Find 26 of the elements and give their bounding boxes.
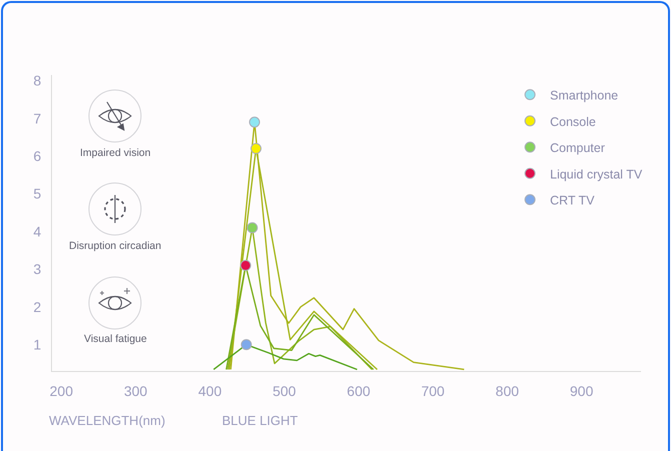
y-tick-label: 1 [33, 336, 42, 353]
y-tick-label: 2 [33, 298, 42, 315]
x-tick-label: 400 [198, 382, 222, 399]
legend-label: CRT TV [550, 194, 596, 208]
legend-label: Liquid crystal TV [550, 167, 643, 182]
annotation: Disruption circadian [69, 240, 162, 252]
y-tick-label: 7 [33, 110, 42, 126]
x-tick-label: 600 [346, 382, 370, 399]
annotation: Visual fatigue [84, 333, 148, 345]
text: BLUE LIGHT [222, 413, 298, 428]
y-tick-label: 3 [33, 261, 42, 278]
legend-label: Smartphone [550, 88, 618, 102]
legend-label: Console [550, 114, 596, 129]
y-tick-label: 5 [33, 186, 42, 202]
x-tick-label: 500 [272, 382, 296, 399]
x-tick-label: 800 [496, 382, 520, 399]
y-tick-label: 8 [33, 72, 42, 89]
y-tick-label: 4 [33, 223, 42, 240]
x-tick-label: 700 [421, 382, 445, 399]
x-tick-label: 300 [124, 382, 148, 399]
annotation: Impaired vision [80, 147, 151, 159]
x-tick-label: 200 [50, 382, 74, 399]
x-axis-title: WAVELENGTH(nm) [49, 413, 166, 428]
legend-label: Computer [550, 141, 605, 155]
x-tick-label: 900 [570, 382, 594, 399]
y-tick-label: 6 [33, 148, 42, 164]
